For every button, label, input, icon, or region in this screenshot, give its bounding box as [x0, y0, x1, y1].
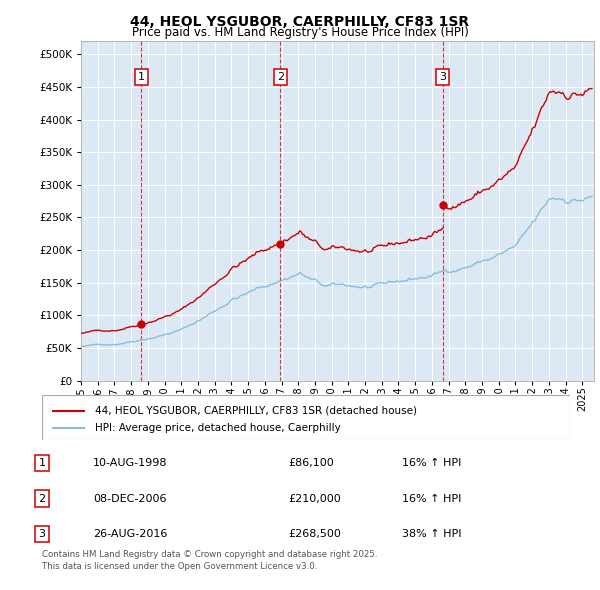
- Text: 1: 1: [138, 72, 145, 82]
- Text: £210,000: £210,000: [288, 494, 341, 503]
- Text: 26-AUG-2016: 26-AUG-2016: [93, 529, 167, 539]
- Text: £268,500: £268,500: [288, 529, 341, 539]
- Text: Price paid vs. HM Land Registry's House Price Index (HPI): Price paid vs. HM Land Registry's House …: [131, 26, 469, 39]
- Text: £86,100: £86,100: [288, 458, 334, 468]
- Text: HPI: Average price, detached house, Caerphilly: HPI: Average price, detached house, Caer…: [95, 424, 341, 434]
- FancyBboxPatch shape: [42, 395, 570, 440]
- Text: 2: 2: [38, 494, 46, 503]
- Text: 2: 2: [277, 72, 284, 82]
- Text: 08-DEC-2006: 08-DEC-2006: [93, 494, 167, 503]
- Text: 44, HEOL YSGUBOR, CAERPHILLY, CF83 1SR (detached house): 44, HEOL YSGUBOR, CAERPHILLY, CF83 1SR (…: [95, 406, 417, 416]
- Text: 3: 3: [439, 72, 446, 82]
- Text: 16% ↑ HPI: 16% ↑ HPI: [402, 458, 461, 468]
- Text: 3: 3: [38, 529, 46, 539]
- Text: Contains HM Land Registry data © Crown copyright and database right 2025.: Contains HM Land Registry data © Crown c…: [42, 550, 377, 559]
- Text: 38% ↑ HPI: 38% ↑ HPI: [402, 529, 461, 539]
- Text: 10-AUG-1998: 10-AUG-1998: [93, 458, 167, 468]
- Text: 1: 1: [38, 458, 46, 468]
- Text: This data is licensed under the Open Government Licence v3.0.: This data is licensed under the Open Gov…: [42, 562, 317, 571]
- Text: 16% ↑ HPI: 16% ↑ HPI: [402, 494, 461, 503]
- Text: 44, HEOL YSGUBOR, CAERPHILLY, CF83 1SR: 44, HEOL YSGUBOR, CAERPHILLY, CF83 1SR: [130, 15, 470, 29]
